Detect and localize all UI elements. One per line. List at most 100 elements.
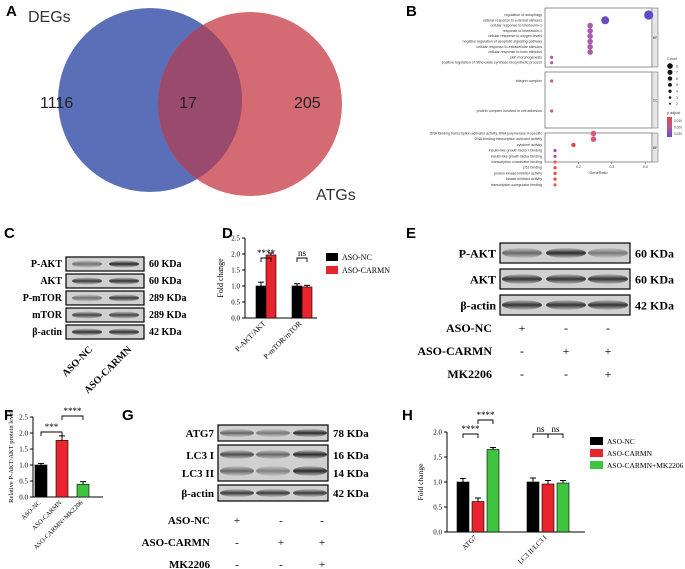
chart-legend-label: ASO-CARMN [342,266,390,275]
dotplot-point [587,38,593,45]
blot-condition-mark: + [519,321,526,335]
dotplot-legend-count-label: 4 [676,90,678,94]
blot-size-label: 42 KDa [149,327,182,338]
venn-count-degs-only: 1116 [40,95,73,112]
chart-legend-label: ASO-NC [342,253,372,262]
dotplot-point [550,55,554,60]
dotplot-legend-padj-title: p.adjust [667,111,681,115]
dotplot-term-label: kinase inhibitor activity [506,177,542,181]
blot-condition-mark: + [278,537,284,549]
dotplot-x-tick-label: 0.4 [643,165,648,169]
blot-condition-mark: - [279,559,283,569]
chart-significance-label: ns [551,424,560,434]
blot-condition-mark: + [563,344,570,358]
dotplot-term-label: transcription coregulator binding [491,183,542,187]
chart-y-tick-label: 0.5 [19,478,28,486]
chart-significance-label: *** [45,422,59,432]
chart-y-tick-label: 0.0 [433,529,442,537]
blot-strip [65,307,145,323]
blot-strip [65,256,145,272]
chart-legend-swatch [326,266,338,274]
blot-band [502,300,542,310]
dotplot-point [587,49,593,55]
chart-y-label: Relative P-AKT/AKT protein level [8,411,15,503]
western-blot-c: P-AKT 60 KDa AKT 60 KDa P-mTOR 289 KDa mTOR 289… [23,256,187,396]
venn-diagram: DEGs ATGs 1116 17 205 [28,8,356,204]
blot-condition-mark: - [320,515,324,527]
dotplot-term-label: cellular response to external stimulus [483,18,542,22]
blot-protein-label: P-mTOR [23,293,63,304]
chart-y-tick-label: 0.0 [231,315,240,323]
blot-band [109,328,139,336]
chart-significance-bracket [477,419,494,424]
dotplot-legend-count-dot [668,83,672,87]
chart-legend-swatch [590,461,603,469]
blot-strip [65,324,145,340]
chart-significance-bracket [296,257,308,262]
dotplot-legend-count-dot [667,63,673,69]
panel-label-a: A [6,3,17,20]
blot-band [72,277,102,285]
dotplot-legend-count-title: Count [667,57,678,61]
blot-band [256,450,290,459]
chart-bar [471,501,485,533]
dotplot-term-label: protein complex involved in cell adhesio… [477,109,542,113]
dotplot-x-label: GeneRatio [589,171,607,175]
blot-strip [65,273,145,289]
dotplot-facet-box [544,71,653,129]
dotplot-legend-padj-label: 0.020 [674,126,682,130]
chart-significance-label: **** [64,406,83,416]
blot-band [256,429,290,437]
chart-legend-swatch [326,253,338,261]
dotplot-facet-box [544,132,653,163]
dotplot-term-label: insulin-like growth factor I binding [489,149,542,153]
chart-significance-bracket [547,433,564,438]
blot-condition-mark: - [564,321,568,335]
dotplot-point [644,10,654,20]
chart-y-tick-label: 2.0 [19,430,28,438]
blot-size-label: 289 KDa [149,310,187,321]
panel-label-d: D [222,225,233,242]
dotplot-point [587,44,593,50]
dotplot-x-tick-label: 0.3 [609,165,614,169]
blot-condition-mark: + [319,559,325,569]
blot-size-label: 78 KDa [333,428,369,440]
chart-bar [34,464,48,498]
blot-protein-label: AKT [470,272,496,286]
chart-x-tick-label: LC3 II/LC3 I [516,533,549,566]
blot-band [220,466,254,476]
dotplot-legend-count-dot [667,76,673,81]
blot-condition-label: ASO-CARMN [417,344,492,358]
dotplot-facet-strip [651,132,659,163]
blot-condition-label: ASO-NC [446,321,492,335]
blot-band [546,248,586,258]
blot-protein-label: β-actin [32,327,62,338]
dotplot-point [590,136,597,142]
blot-band [72,294,102,302]
dotplot-facet-strip [651,7,659,68]
chart-y-tick-label: 1.0 [19,462,28,470]
blot-protein-label: mTOR [32,310,63,321]
chart-x-tick-label: P-mTOR/mTOR [262,319,304,361]
panel-label-e: E [406,225,416,242]
dotplot-term-label: cellular response to toxic stimulus [488,50,542,54]
dotplot-point [571,142,576,148]
chart-y-tick-label: 1.0 [433,479,442,487]
blot-condition-mark: - [606,321,610,335]
blot-band [546,300,586,310]
blot-protein-label: AKT [40,276,62,287]
blot-condition-mark: - [564,367,568,381]
chart-y-tick-label: 1.0 [231,283,240,291]
venn-count-overlap: 17 [179,95,197,112]
chart-bar [255,285,267,319]
dotplot-legend-count-label: 5 [676,83,678,87]
western-blot-e: P-AKT 60 KDa AKT 60 KDa β-actin 42 KDa ASO-NC +… [417,242,674,381]
venn-label-atgs: ATGs [316,187,356,204]
dotplot-facet-tag: CC [653,99,658,103]
chart-legend-swatch [590,449,603,457]
dotplot-term-label: positive regulation of nitric-oxide synt… [442,61,542,65]
blot-band [256,489,290,497]
chart-y-tick-label: 0.5 [231,299,240,307]
dotplot-legend-count-dot [668,96,672,99]
